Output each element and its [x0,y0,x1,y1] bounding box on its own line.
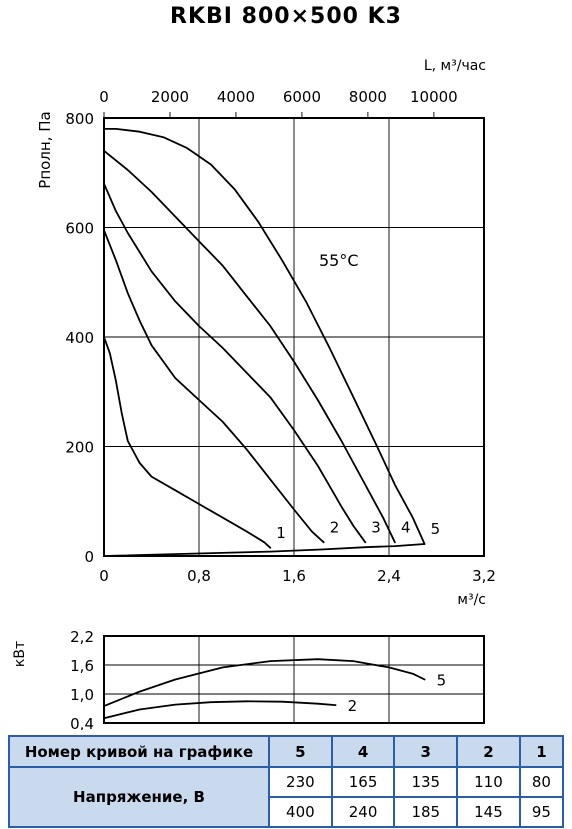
curve-label: 2 [330,518,340,536]
power-chart-grid [104,636,484,723]
curve-label: 3 [371,518,381,536]
curve-4 [103,149,396,544]
x-axis-label: м³/с [457,592,486,608]
voltage-cell: 400 [268,796,333,828]
y-axis-label: Pполн, Па [36,111,54,188]
curve-number: 4 [330,735,396,768]
system-curve [103,543,426,557]
table-row: 400 240 185 145 95 [9,796,565,828]
curve-number: 5 [268,735,333,768]
voltage-cell: 230 [268,766,333,798]
x-tick-label: 3,2 [472,567,496,585]
voltage-cell: 110 [456,766,521,798]
table-header-row: Номер кривой на графике 5 4 3 2 1 [8,735,565,768]
top-axis-label: L, м³/час [424,58,486,74]
power-chart-series-labels: 52 [348,672,447,716]
voltage-cell: 80 [518,766,565,798]
y-tick-label: 600 [65,220,94,238]
x-tick-label: 1,6 [282,567,306,585]
pressure-chart-grid [104,118,484,556]
curve-1 [103,336,272,549]
top-axis-tick-label: 10000 [410,88,458,106]
x-tick-label: 0 [99,567,109,585]
power-curve-5 [103,658,426,707]
top-axis-tick-label: 4000 [217,88,255,106]
power-curve-2 [103,700,337,720]
top-axis-tick-label: 8000 [349,88,387,106]
voltage-cell: 95 [518,796,565,828]
pressure-chart-series-labels: 1 2 3 4 5 [276,518,440,541]
x-tick-label: 2,4 [377,567,401,585]
curve-number: 3 [393,735,459,768]
voltage-cell: 145 [456,796,521,828]
y-tick-label: 2,2 [70,630,94,646]
curve-number: 1 [518,735,565,768]
y-tick-label: 400 [65,329,94,347]
y-tick-label: 0,4 [70,715,94,730]
voltage-cell: 240 [330,796,396,828]
y-tick-label: 800 [65,110,94,128]
power-chart-frame [103,635,485,724]
x-tick-label: 0,8 [187,567,211,585]
power-y-axis-label: кВт [12,641,28,667]
header-label: Номер кривой на графике [8,735,270,768]
power-chart-ticks: 0,4 1,0 1,6 2,2 [70,630,94,730]
y-tick-label: 0 [84,548,94,566]
curve-label: 2 [348,697,358,715]
pressure-chart-curves [103,128,426,557]
voltage-table: Номер кривой на графике 5 4 3 2 1 Напряж… [8,735,565,828]
chart-title: RKBI 800×500 K3 [170,4,402,29]
top-axis-tick-label: 2000 [151,88,189,106]
power-chart-curves [103,658,426,720]
curve-label: 5 [437,672,447,690]
curve-number: 2 [456,735,521,768]
voltage-cell: 135 [393,766,459,798]
curve-label: 1 [276,524,286,542]
row-label: Напряжение, В [8,766,270,828]
y-tick-label: 1,6 [70,657,94,675]
temperature-annotation: 55°C [319,251,359,270]
top-axis-tick-label: 6000 [283,88,321,106]
curve-label: 5 [431,520,441,538]
y-tick-label: 200 [65,439,94,457]
voltage-cell: 165 [330,766,396,798]
power-chart: 0,41,01,62,2 52 кВт [12,630,485,730]
top-axis-tick-label: 0 [99,88,109,106]
curve-3 [103,182,367,544]
y-tick-label: 1,0 [70,686,94,704]
voltage-cell: 185 [393,796,459,828]
table-row: Напряжение, В 230 165 135 110 80 [8,766,565,828]
curve-label: 4 [401,518,411,536]
curve-2 [103,229,325,544]
curve-5 [103,128,426,545]
